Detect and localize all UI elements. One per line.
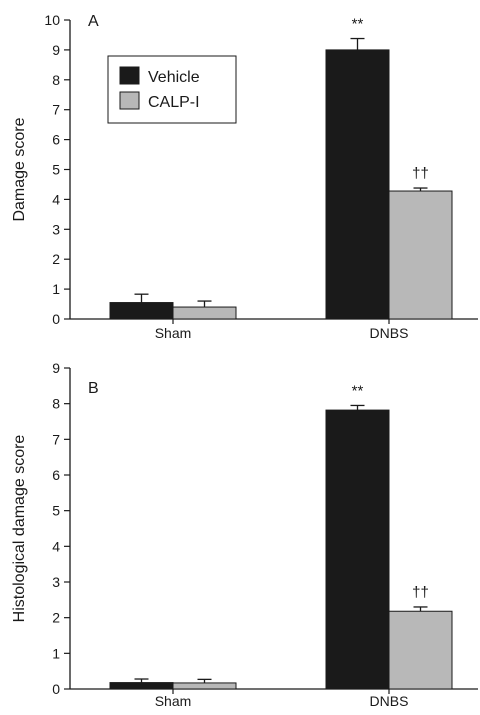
bar xyxy=(109,302,174,320)
legend-swatch xyxy=(119,91,140,110)
y-tick-label: 1 xyxy=(52,645,60,661)
y-tick-label: 0 xyxy=(52,311,60,327)
y-tick-label: 3 xyxy=(52,574,60,590)
significance-label: †† xyxy=(412,165,429,182)
y-tick-label: 2 xyxy=(52,610,60,626)
y-tick-label: 4 xyxy=(52,538,60,554)
bar xyxy=(388,190,453,320)
y-axis-title: Histological damage score xyxy=(11,435,28,623)
y-tick-label: 5 xyxy=(52,503,60,519)
y-tick-label: 9 xyxy=(52,42,60,58)
y-tick-label: 8 xyxy=(52,72,60,88)
bar xyxy=(109,682,174,690)
y-tick-label: 7 xyxy=(52,431,60,447)
panel-a-chart: 0 1 2 3 4 5 6 7 8 9 10 Damage score A Sham DNBS ** †† Veh… xyxy=(11,12,478,341)
significance-label: ** xyxy=(352,16,364,33)
y-tick-label: 3 xyxy=(52,221,60,237)
x-tick-label: DNBS xyxy=(370,693,409,709)
legend-label: Vehicle xyxy=(148,69,200,86)
legend-label: CALP-I xyxy=(148,94,200,111)
bar xyxy=(388,610,453,690)
panel-label: A xyxy=(88,13,99,30)
bar xyxy=(325,49,390,320)
y-tick-label: 6 xyxy=(52,467,60,483)
bar xyxy=(172,682,237,690)
x-tick-label: DNBS xyxy=(370,325,409,341)
panel-label: B xyxy=(88,380,99,397)
significance-label: ** xyxy=(352,382,364,399)
y-tick-label: 8 xyxy=(52,396,60,412)
y-tick-label: 10 xyxy=(44,12,60,28)
y-axis-title: Damage score xyxy=(11,117,28,221)
panel-b-chart: 0 1 2 3 4 5 6 7 8 9 Histological damage score B Sham… xyxy=(11,360,478,709)
y-tick-label: 6 xyxy=(52,132,60,148)
significance-label: †† xyxy=(412,584,429,601)
bar xyxy=(325,409,390,690)
y-tick-label: 9 xyxy=(52,360,60,376)
x-tick-label: Sham xyxy=(155,693,192,709)
bar xyxy=(172,306,237,320)
y-tick-label: 0 xyxy=(52,681,60,697)
y-tick-label: 2 xyxy=(52,251,60,267)
y-tick-label: 4 xyxy=(52,191,60,207)
legend-swatch xyxy=(119,66,140,85)
legend-box xyxy=(107,55,237,124)
y-tick-label: 5 xyxy=(52,162,60,178)
x-tick-label: Sham xyxy=(155,325,192,341)
y-tick-label: 7 xyxy=(52,102,60,118)
y-tick-label: 1 xyxy=(52,281,60,297)
